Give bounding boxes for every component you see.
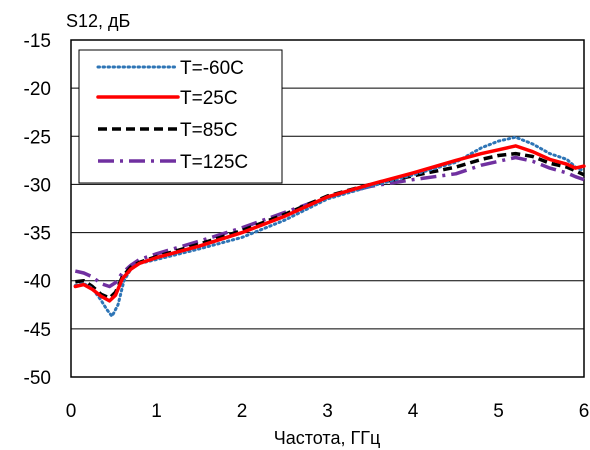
y-tick-label: -40 xyxy=(24,272,51,293)
plot-area-border xyxy=(70,39,585,378)
x-tick-label: 3 xyxy=(322,401,333,422)
x-axis-title: Частота, ГГц xyxy=(274,428,381,448)
y-tick-label: -15 xyxy=(24,31,51,52)
legend-label: T=25C xyxy=(180,88,238,109)
y-axis-title: S12, дБ xyxy=(66,11,130,31)
legend-label: T=-60C xyxy=(180,58,244,79)
x-tick-label: 1 xyxy=(151,401,162,422)
x-tick-labels: 0 1 2 3 4 5 6 xyxy=(66,401,590,422)
y-tick-label: -45 xyxy=(24,320,51,341)
x-tick-label: 6 xyxy=(579,401,590,422)
y-tick-label: -25 xyxy=(24,127,51,148)
y-tick-label: -30 xyxy=(24,175,51,196)
x-tick-label: 0 xyxy=(66,401,77,422)
x-tick-label: 4 xyxy=(408,401,419,422)
x-tick-label: 2 xyxy=(237,401,248,422)
legend: T=-60C T=25C T=85C T=125C xyxy=(78,49,283,184)
y-tick-label: -35 xyxy=(24,224,51,245)
y-tick-labels: -15 -20 -25 -30 -35 -40 -45 -50 xyxy=(24,31,51,389)
legend-label: T=125C xyxy=(180,152,248,173)
series-layer xyxy=(73,135,586,318)
series-line-t-60c xyxy=(73,135,586,318)
x-tick-label: 5 xyxy=(493,401,504,422)
series-line-t-25c xyxy=(73,144,586,303)
legend-label: T=85C xyxy=(180,120,238,141)
y-tick-label: -50 xyxy=(24,368,51,389)
y-tick-label: -20 xyxy=(24,79,51,100)
